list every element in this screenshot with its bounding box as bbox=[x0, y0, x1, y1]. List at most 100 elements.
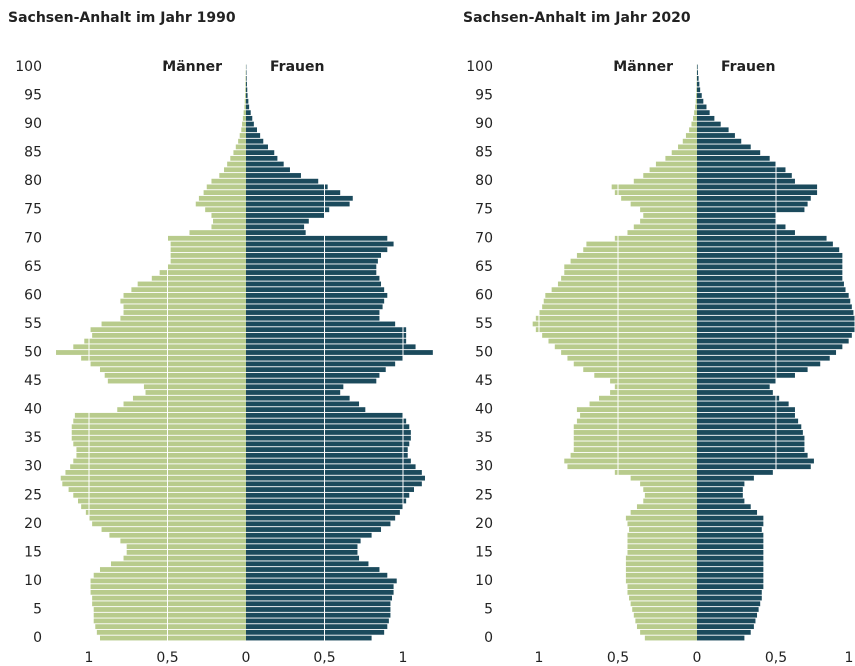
bar bbox=[697, 367, 808, 373]
bar bbox=[145, 390, 246, 395]
bar bbox=[246, 292, 388, 298]
bar bbox=[697, 138, 742, 144]
bar bbox=[697, 470, 773, 475]
bar bbox=[93, 607, 247, 612]
bar bbox=[625, 555, 697, 561]
bar bbox=[246, 475, 425, 481]
bar bbox=[543, 298, 697, 304]
bar bbox=[561, 350, 697, 355]
bar bbox=[697, 201, 808, 207]
bar bbox=[131, 287, 246, 293]
bar bbox=[697, 144, 751, 150]
bar bbox=[649, 167, 697, 173]
bar bbox=[697, 481, 745, 487]
bar bbox=[246, 195, 353, 201]
y-tick-label: 70 bbox=[24, 230, 42, 246]
bar bbox=[65, 470, 246, 475]
bar bbox=[691, 121, 697, 127]
bar bbox=[695, 104, 697, 110]
y-tick-label: 60 bbox=[475, 287, 493, 303]
bar bbox=[233, 150, 246, 156]
bar bbox=[557, 281, 697, 287]
bar bbox=[246, 350, 433, 355]
bar bbox=[246, 230, 306, 235]
bar bbox=[611, 184, 697, 190]
bar bbox=[697, 430, 803, 435]
bar bbox=[697, 498, 745, 504]
bar bbox=[564, 270, 697, 275]
bar bbox=[548, 338, 697, 344]
bar bbox=[246, 561, 369, 567]
bar bbox=[245, 93, 246, 98]
bar bbox=[211, 213, 246, 218]
y-tick-label: 10 bbox=[475, 573, 493, 589]
bar bbox=[246, 624, 388, 630]
bar bbox=[246, 327, 407, 333]
bar bbox=[68, 487, 246, 492]
bar bbox=[697, 64, 698, 70]
bar bbox=[580, 412, 697, 418]
bar bbox=[697, 133, 735, 138]
bar bbox=[246, 304, 383, 310]
bar bbox=[542, 304, 697, 310]
bar bbox=[246, 93, 248, 98]
bar bbox=[242, 121, 246, 127]
y-tick-label: 100 bbox=[466, 59, 493, 75]
bar bbox=[71, 430, 246, 435]
bar bbox=[246, 235, 388, 241]
bar bbox=[246, 515, 396, 521]
bar bbox=[246, 595, 393, 601]
bar bbox=[206, 184, 246, 190]
bar bbox=[644, 635, 697, 641]
bar bbox=[104, 372, 246, 378]
bar bbox=[697, 207, 805, 213]
bar bbox=[246, 487, 414, 492]
bar bbox=[697, 561, 764, 567]
bar bbox=[697, 253, 843, 258]
bar bbox=[697, 275, 843, 281]
x-tick-label: 0,5 bbox=[156, 650, 178, 666]
bar bbox=[697, 629, 751, 635]
y-tick-label: 60 bbox=[24, 287, 42, 303]
bar bbox=[219, 173, 246, 178]
bar bbox=[246, 384, 344, 390]
bar bbox=[120, 298, 246, 304]
bar bbox=[697, 538, 764, 544]
bar bbox=[697, 81, 700, 87]
legend-label: Männer bbox=[613, 59, 673, 75]
bar bbox=[241, 127, 246, 133]
bar bbox=[695, 98, 697, 104]
bar bbox=[697, 555, 764, 561]
bar bbox=[245, 81, 246, 87]
bar bbox=[227, 161, 246, 167]
bar bbox=[643, 173, 697, 178]
bar bbox=[685, 133, 697, 138]
bar bbox=[246, 332, 407, 338]
bar bbox=[73, 458, 246, 464]
bar bbox=[697, 515, 764, 521]
bar bbox=[246, 218, 309, 224]
bar bbox=[682, 138, 697, 144]
bar bbox=[697, 247, 840, 253]
bar bbox=[655, 161, 697, 167]
bar bbox=[636, 624, 697, 630]
bar bbox=[551, 287, 697, 293]
bar bbox=[246, 178, 319, 184]
bar bbox=[643, 213, 697, 218]
bar bbox=[621, 195, 697, 201]
y-tick-label: 90 bbox=[475, 116, 493, 132]
bar bbox=[246, 521, 391, 527]
y-tick-label: 75 bbox=[475, 202, 493, 218]
bar bbox=[246, 264, 377, 270]
bar bbox=[625, 561, 697, 567]
bar bbox=[123, 401, 246, 407]
bar bbox=[238, 138, 246, 144]
bar bbox=[246, 527, 382, 532]
bar bbox=[107, 378, 246, 384]
bar bbox=[246, 98, 249, 104]
bar bbox=[697, 384, 770, 390]
bar bbox=[246, 464, 416, 470]
y-tick-label: 55 bbox=[475, 316, 493, 332]
bar bbox=[693, 115, 697, 121]
